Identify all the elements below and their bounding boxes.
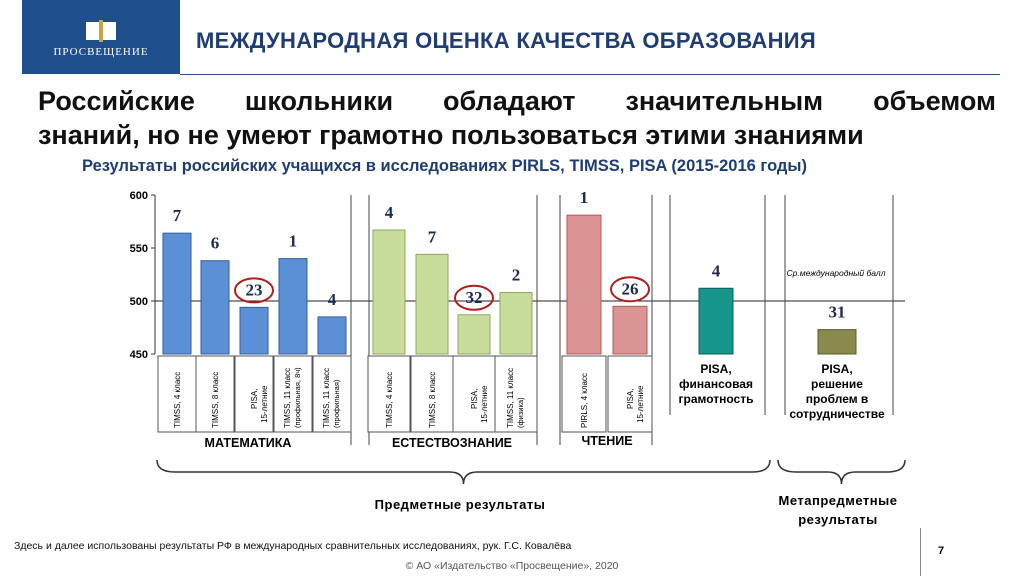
y-tick-label: 550 — [130, 243, 148, 255]
copyright: © АО «Издательство «Просвещение», 2020 — [405, 560, 619, 572]
category-label: PISA, — [821, 362, 852, 376]
rank-label: 31 — [829, 303, 846, 322]
category-label-box — [195, 355, 235, 433]
category-label: TIMSS, 4 класс — [385, 372, 394, 428]
category-label-box — [410, 355, 454, 433]
category-label: решение — [811, 377, 863, 391]
bar — [278, 258, 308, 355]
category-label: PISA,15-летние — [250, 385, 269, 423]
category-label: TIMSS, 11 класс — [322, 368, 331, 428]
reference-line-label: Ср.международный балл — [787, 268, 886, 278]
category-label-box — [157, 355, 197, 433]
headline: Российские школьники обладают значительн… — [38, 84, 996, 152]
category-label: PIRLS, 4 класс — [580, 373, 589, 428]
rank-label: 4 — [385, 203, 394, 222]
group-label: ЧТЕНИЕ — [581, 434, 632, 448]
y-tick-label: 450 — [130, 349, 148, 361]
chart-subtitle: Результаты российских учащихся в исследо… — [82, 157, 807, 175]
category-label-box — [494, 355, 538, 433]
logo-book-icon — [86, 20, 116, 42]
bar — [317, 316, 347, 355]
rank-label: 4 — [328, 290, 337, 309]
category-label: PISA,15-летние — [470, 385, 489, 423]
y-tick-label: 500 — [130, 296, 148, 308]
headline-line-2: знаний, но не умеют грамотно пользоватьс… — [38, 120, 864, 150]
subject-results-brace — [156, 459, 771, 485]
bar — [457, 314, 491, 355]
bar — [698, 287, 734, 355]
headline-word: школьники — [244, 86, 394, 116]
rank-label: 7 — [173, 206, 182, 225]
category-label-box — [273, 355, 313, 433]
headline-word: объемом — [873, 86, 996, 116]
publisher-logo: ПРОСВЕЩЕНИЕ — [22, 0, 180, 74]
footnote: Здесь и далее использованы результаты РФ… — [14, 540, 572, 552]
category-label-box — [234, 355, 274, 433]
category-label-box — [452, 355, 496, 433]
category-label: TIMSS, 11 класс — [506, 368, 515, 428]
rank-label: 32 — [466, 288, 483, 307]
bar — [566, 214, 602, 355]
category-label: финансовая — [679, 377, 753, 391]
headline-word: обладают — [443, 86, 576, 116]
category-label-note: (профильная, 8ч) — [293, 367, 302, 428]
category-label-box — [607, 355, 653, 433]
category-label: PISA,15-летние — [626, 385, 645, 423]
rank-label: 26 — [622, 279, 639, 298]
bar — [200, 260, 230, 355]
bar — [162, 232, 192, 355]
bar — [612, 305, 648, 355]
rank-label: 1 — [289, 232, 298, 251]
group-label: МАТЕМАТИКА — [205, 436, 292, 450]
rank-highlight-circle — [610, 276, 650, 303]
rank-label: 7 — [428, 227, 437, 246]
bar — [499, 292, 533, 355]
rank-label: 23 — [246, 280, 263, 299]
y-tick-label: 600 — [130, 190, 148, 202]
category-label: TIMSS, 4 класс — [173, 372, 182, 428]
category-label-note: (физика) — [516, 397, 525, 428]
page-number: 7 — [938, 545, 945, 557]
category-label: TIMSS, 11 класс — [283, 368, 292, 428]
rank-highlight-circle — [454, 284, 494, 311]
logo-text: ПРОСВЕЩЕНИЕ — [53, 46, 149, 58]
rank-label: 6 — [211, 234, 220, 253]
headline-word: Российские — [38, 86, 195, 116]
bar — [372, 229, 406, 355]
page-header-title: МЕЖДУНАРОДНАЯ ОЦЕНКА КАЧЕСТВА ОБРАЗОВАНИ… — [196, 28, 817, 53]
rank-label: 2 — [512, 266, 521, 285]
subject-results-label: Предметные результаты — [375, 497, 546, 512]
bar — [239, 306, 269, 355]
category-label-box — [367, 355, 411, 433]
header-divider — [180, 74, 1000, 75]
category-label: TIMSS, 8 класс — [428, 372, 437, 428]
rank-highlight-circle — [234, 277, 274, 304]
category-label: PISA, — [700, 362, 731, 376]
meta-results-label: Метапредметные — [779, 493, 898, 508]
rank-label: 4 — [712, 261, 721, 280]
meta-results-brace — [777, 459, 906, 485]
headline-word: значительным — [625, 86, 824, 116]
category-label: грамотность — [679, 392, 754, 406]
meta-results-label: результаты — [798, 512, 878, 527]
category-label: TIMSS, 8 класс — [211, 372, 220, 428]
category-label: проблем в — [806, 392, 869, 406]
group-label: ЕСТЕСТВОЗНАНИЕ — [392, 436, 512, 450]
category-label-box — [561, 355, 607, 433]
footer-divider — [920, 528, 921, 576]
category-label-note: (профильная) — [332, 379, 341, 428]
rank-label: 1 — [580, 188, 589, 207]
category-label-box — [312, 355, 352, 433]
bar — [817, 329, 857, 355]
category-label: сотрудничестве — [789, 407, 885, 421]
bar — [415, 253, 449, 355]
headline-line-1: Российские школьники обладают значительн… — [38, 84, 996, 118]
